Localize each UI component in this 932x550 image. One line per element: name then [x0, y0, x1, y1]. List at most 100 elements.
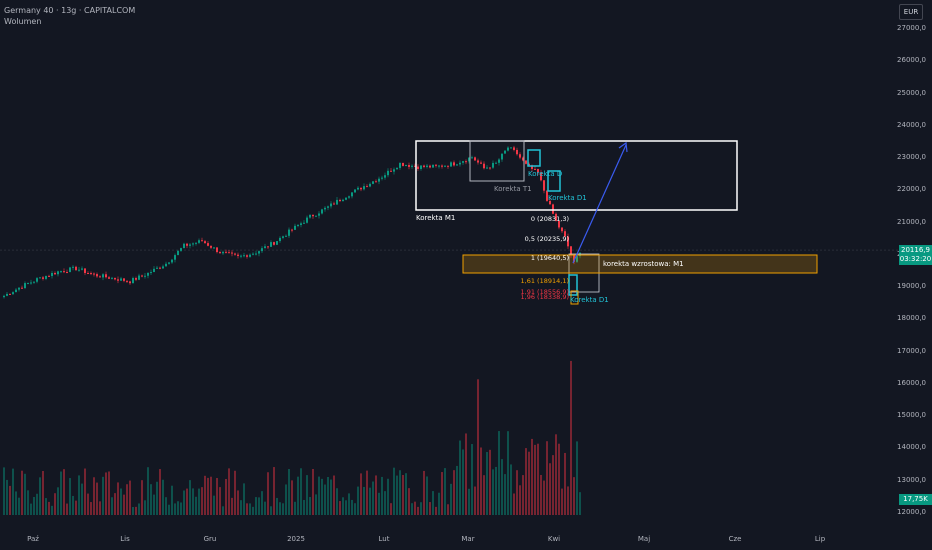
candle-body: [429, 165, 431, 168]
price-tick-label: 19000,0: [897, 282, 926, 291]
volume-bar: [294, 501, 296, 515]
volume-bar: [33, 496, 35, 515]
volume-bar: [495, 466, 497, 515]
candle-body: [228, 252, 230, 254]
candle-body: [390, 170, 392, 172]
volume-bar: [570, 360, 572, 515]
candle-body: [288, 229, 290, 236]
candle-body: [504, 150, 506, 154]
candle-body: [168, 262, 170, 264]
candle-body: [456, 164, 458, 166]
volume-bar: [438, 492, 440, 515]
volume-bar: [228, 468, 230, 515]
volume-bar: [465, 433, 467, 515]
price-tick-label: 27000,0: [897, 24, 926, 32]
volume-bar: [420, 502, 422, 515]
candle-body: [369, 183, 371, 187]
volume-bar: [360, 473, 362, 515]
volume-value-tag: 17,75K: [899, 494, 932, 505]
volume-bar: [411, 503, 413, 515]
candle-body: [567, 236, 569, 247]
volume-bar: [318, 476, 320, 515]
volume-bar: [516, 470, 518, 515]
volume-bar: [6, 479, 8, 515]
projection-arrow: [572, 144, 627, 264]
volume-bar: [123, 494, 125, 515]
volume-bar: [363, 486, 365, 515]
volume-bar: [219, 487, 221, 515]
candle-body: [576, 256, 578, 262]
candle-body: [468, 157, 470, 162]
candle-body: [240, 255, 242, 257]
volume-bar: [408, 488, 410, 515]
volume-bar: [579, 492, 581, 515]
candle-body: [351, 192, 353, 197]
candle-body: [321, 209, 323, 214]
candle-body: [552, 204, 554, 214]
candle-body: [6, 293, 8, 296]
korekta-d1-box-a: [547, 170, 561, 192]
currency-button[interactable]: EUR: [899, 4, 923, 20]
volume-bar: [456, 465, 458, 515]
candle-body: [312, 214, 314, 217]
candle-body: [480, 162, 482, 164]
volume-bar: [87, 493, 89, 515]
volume-bar: [240, 500, 242, 515]
volume-bar: [159, 469, 161, 515]
fib-level-label: 0,5 (20235,9): [525, 235, 569, 243]
candle-body: [543, 180, 545, 191]
volume-bar: [273, 467, 275, 515]
candle-body: [33, 281, 35, 283]
volume-bar: [183, 490, 185, 515]
volume-bar: [168, 504, 170, 515]
volume-bar: [375, 475, 377, 515]
volume-bar: [144, 500, 146, 515]
candle-body: [138, 275, 140, 280]
volume-bar: [138, 503, 140, 515]
volume-bar: [297, 476, 299, 515]
correction-zone-label: korekta wzrostowa: M1: [603, 260, 684, 268]
volume-bar: [45, 498, 47, 515]
volume-bar: [78, 475, 80, 515]
candle-body: [21, 287, 23, 289]
volume-bar: [204, 475, 206, 515]
volume-bar: [306, 475, 308, 515]
candle-body: [294, 225, 296, 230]
candle-body: [105, 274, 107, 278]
candle-body: [426, 165, 428, 167]
volume-bar: [21, 470, 23, 515]
volume-bar: [249, 503, 251, 515]
volume-bar: [447, 504, 449, 515]
volume-bar: [402, 475, 404, 515]
volume-bar: [453, 470, 455, 515]
volume-bar: [132, 506, 134, 515]
candle-body: [261, 248, 263, 252]
volume-bar: [480, 447, 482, 515]
candle-body: [75, 266, 77, 271]
volume-bar: [261, 491, 263, 515]
candle-body: [276, 241, 278, 245]
volume-bar: [576, 441, 578, 515]
volume-bar: [462, 449, 464, 515]
volume-bar: [540, 474, 542, 515]
volume-bar: [147, 467, 149, 515]
volume-bar: [501, 459, 503, 515]
candle-body: [63, 271, 65, 273]
candle-body: [42, 277, 44, 279]
volume-bar: [216, 478, 218, 515]
candle-body: [30, 282, 32, 284]
candle-body: [384, 175, 386, 178]
price-tick-label: 14000,0: [897, 443, 926, 452]
time-tick-label: Paź: [27, 535, 39, 543]
volume-bar: [171, 485, 173, 515]
candle-body: [525, 160, 527, 164]
price-tick-label: 16000,0: [897, 378, 926, 387]
candle-body: [450, 162, 452, 167]
candle-body: [15, 289, 17, 293]
candle-body: [396, 167, 398, 170]
candle-body: [375, 181, 377, 183]
volume-bar: [282, 503, 284, 515]
last-price-value: 20116,9: [901, 246, 930, 254]
candle-body: [537, 168, 539, 173]
